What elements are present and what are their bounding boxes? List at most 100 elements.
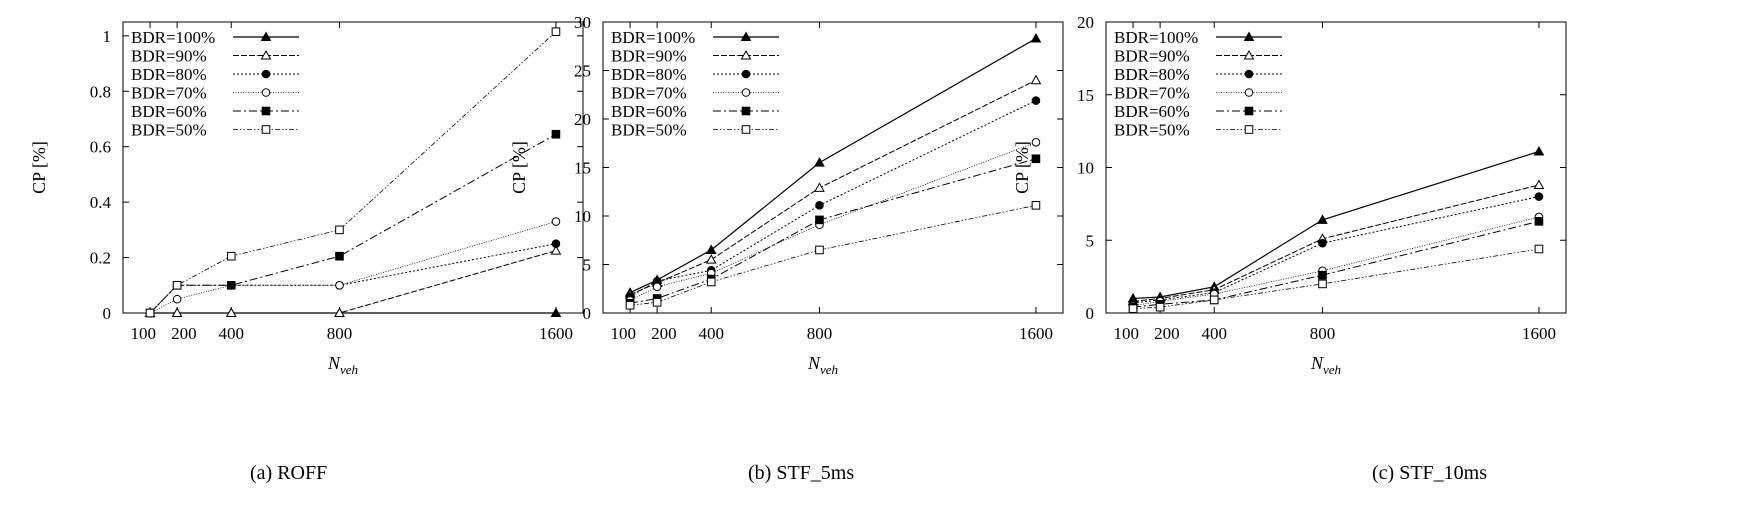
data-point [1031, 96, 1041, 105]
data-point [1155, 302, 1165, 312]
data-point [1030, 74, 1042, 85]
data-point [1534, 217, 1544, 226]
x-axis-label: Nveh [1310, 353, 1341, 377]
series-line [629, 141, 1037, 301]
legend-marker [1244, 125, 1254, 134]
legend-entry-bdr-50: BDR=50% [1114, 121, 1282, 140]
series-line [1133, 196, 1540, 304]
legend-marker [1244, 106, 1254, 116]
y-tick-label: 5 [583, 256, 592, 275]
legend-label: BDR=70% [1114, 84, 1190, 103]
data-point [1128, 304, 1138, 313]
legend-entry-bdr-90: BDR=90% [131, 47, 299, 66]
x-axis-label: Nveh [327, 353, 358, 377]
legend-marker [1244, 69, 1254, 79]
legend-label: BDR=100% [131, 28, 215, 47]
series-bdr-100 [624, 32, 1042, 297]
data-point [1318, 238, 1327, 248]
x-tick-label: 100 [131, 324, 157, 343]
y-tick-label: 15 [574, 159, 591, 178]
y-tick-label: 0.4 [90, 193, 112, 212]
x-tick-label: 800 [1310, 324, 1336, 343]
y-tick-label: 10 [574, 207, 591, 226]
legend-marker [740, 49, 752, 60]
series-line [149, 221, 557, 314]
data-point [550, 307, 562, 317]
legend-entry-bdr-80: BDR=80% [611, 65, 779, 84]
x-tick-label: 400 [218, 324, 244, 343]
series-bdr-50 [625, 201, 1041, 310]
x-axis-label-main: N [1310, 353, 1324, 373]
data-point [334, 307, 345, 317]
legend-entry-bdr-90: BDR=90% [611, 47, 779, 66]
caption-stf-10ms: (c) STF_10ms [1372, 462, 1487, 484]
series-line [149, 133, 557, 314]
legend-marker [1243, 49, 1255, 60]
series-line [629, 37, 1037, 294]
x-tick-label: 1600 [1019, 324, 1053, 343]
data-point [815, 201, 824, 210]
legend-marker [740, 31, 752, 41]
legend-label: BDR=100% [1114, 28, 1198, 47]
data-point [171, 307, 183, 317]
legend-entry-bdr-100: BDR=100% [1114, 28, 1282, 47]
x-tick-label: 1600 [1522, 324, 1556, 343]
data-point [706, 277, 716, 287]
legend-label: BDR=60% [611, 102, 687, 121]
data-point [1031, 154, 1041, 164]
series-bdr-60 [625, 154, 1041, 308]
data-point [652, 282, 662, 292]
x-tick-label: 200 [651, 324, 677, 343]
y-tick-label: 20 [1077, 13, 1094, 32]
series-line [150, 250, 557, 314]
data-point [551, 239, 561, 249]
legend-marker [261, 106, 271, 116]
legend-marker [1243, 31, 1255, 41]
data-point [551, 217, 561, 226]
legend-label: BDR=90% [1114, 47, 1190, 66]
series-bdr-60 [145, 129, 561, 318]
legend-label: BDR=80% [1114, 65, 1190, 84]
data-point [335, 225, 344, 235]
y-tick-label: 30 [574, 13, 591, 32]
x-axis-label-main: N [807, 353, 821, 373]
y-tick-label: 5 [1086, 231, 1095, 250]
data-point [1318, 279, 1327, 289]
data-point [226, 251, 236, 261]
legend: BDR=100%BDR=90%BDR=80%BDR=70%BDR=60%BDR=… [611, 28, 779, 140]
legend-marker [741, 106, 751, 116]
data-point [172, 294, 182, 304]
data-point [335, 251, 344, 261]
series-bdr-90 [144, 245, 562, 317]
legend-label: BDR=70% [131, 84, 207, 103]
x-tick-label: 200 [171, 324, 197, 343]
series-line [629, 100, 1037, 297]
series-bdr-80 [1128, 192, 1544, 308]
legend-entry-bdr-70: BDR=70% [131, 84, 299, 103]
series-line [629, 79, 1037, 296]
x-axis-label-main: N [327, 353, 341, 373]
legend: BDR=100%BDR=90%BDR=80%BDR=70%BDR=60%BDR=… [131, 28, 299, 140]
y-tick-label: 25 [574, 62, 591, 81]
legend-marker [260, 31, 272, 41]
legend-label: BDR=60% [131, 102, 207, 121]
legend-entry-bdr-50: BDR=50% [131, 121, 299, 140]
series-line [629, 158, 1037, 304]
data-point [814, 182, 825, 192]
caption-roff: (a) ROFF [250, 462, 328, 484]
legend-label: BDR=50% [131, 121, 207, 140]
legend-label: BDR=80% [131, 65, 207, 84]
series-bdr-70 [1128, 212, 1544, 311]
data-point [1031, 201, 1041, 210]
legend-marker [741, 69, 751, 79]
legend-label: BDR=50% [1114, 121, 1190, 140]
chart-panel-c-stf-10ms: 0 5 10 15 20 100 200 400 800 1600 Nveh CP [%] BDR=10… [1012, 13, 1567, 377]
legend-label: BDR=90% [131, 47, 207, 66]
series-bdr-90 [1127, 179, 1545, 306]
legend-entry-bdr-70: BDR=70% [611, 84, 779, 103]
data-point [335, 280, 344, 290]
caption-stf-5ms: (b) STF_5ms [748, 462, 855, 484]
legend-marker [741, 125, 751, 134]
series-line [1132, 216, 1540, 307]
data-point [705, 254, 717, 264]
